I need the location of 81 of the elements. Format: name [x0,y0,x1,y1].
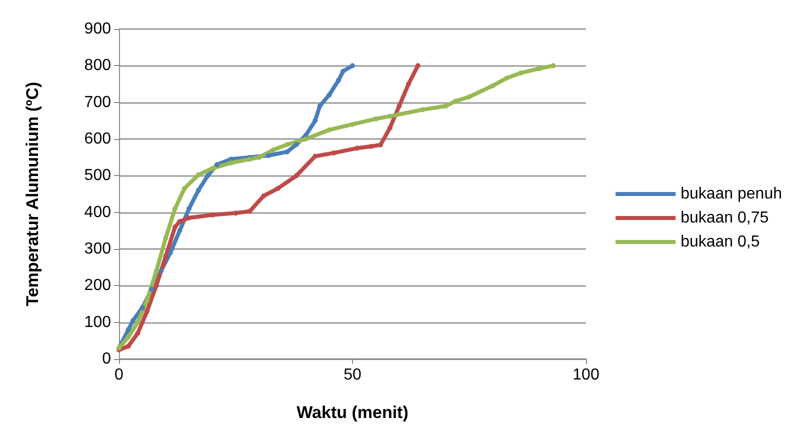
point [396,104,402,108]
point [354,146,360,151]
point [228,160,234,166]
point [317,104,322,108]
point [452,98,458,104]
x-tick-label: 0 [114,366,124,384]
point [196,188,201,193]
point [158,268,164,274]
y-tick-label: 500 [84,167,112,184]
point [294,142,299,147]
point [163,236,168,240]
point [144,308,150,314]
point [140,305,145,310]
y-tick-label: 0 [102,350,112,368]
point [340,68,346,74]
y-tick-label: 400 [84,204,112,221]
y-tick-label: 100 [84,314,112,331]
point [126,344,131,349]
legend-label: bukaan penuh [680,186,782,202]
point [210,166,215,171]
y-tick-label: 200 [84,277,112,294]
point [326,127,332,132]
point [312,154,318,159]
point [466,94,472,100]
point [336,78,341,83]
point [172,224,178,230]
point [550,63,556,68]
y-tick-label: 300 [84,240,112,258]
point [536,66,542,72]
point [270,148,276,152]
point [205,173,210,178]
point [387,114,392,119]
legend-label: bukaan 0,75 [680,210,769,226]
point [378,142,384,148]
point [172,206,178,212]
y-axis-title: Temperatur Alumunium (ºC) [23,82,42,306]
point [154,268,159,274]
point [331,150,336,156]
point [177,219,182,224]
point [350,63,355,68]
point [214,162,220,168]
point [504,76,510,81]
point [233,210,238,216]
x-tick-label: 100 [572,366,600,384]
y-tick-label: 900 [84,20,112,38]
point [186,206,192,212]
point [387,126,392,130]
x-tick-label: 50 [344,366,362,384]
point [135,330,140,336]
point [126,334,131,340]
point [154,283,159,288]
y-tick-label: 800 [84,57,112,74]
point [326,92,332,98]
point [266,153,271,158]
point [284,149,290,154]
point [303,136,308,142]
point [182,186,187,191]
point [177,228,182,234]
x-axis-title: Waktu (menit) [296,403,408,422]
point [130,318,136,323]
point [261,193,266,198]
legend-label: bukaan 0,5 [680,234,760,250]
point [196,172,201,178]
point [350,122,355,127]
point [312,118,318,124]
y-tick-label: 600 [84,130,112,148]
point [373,116,378,122]
point [490,83,496,88]
point [126,327,131,332]
point [415,63,420,68]
point [168,250,173,256]
y-tick-label: 700 [84,94,112,111]
point [284,142,290,147]
point [256,154,262,160]
point [406,82,412,86]
point [163,254,168,259]
point [149,286,154,292]
point [144,298,150,303]
point [294,173,299,178]
point [275,186,280,191]
point [135,320,140,325]
